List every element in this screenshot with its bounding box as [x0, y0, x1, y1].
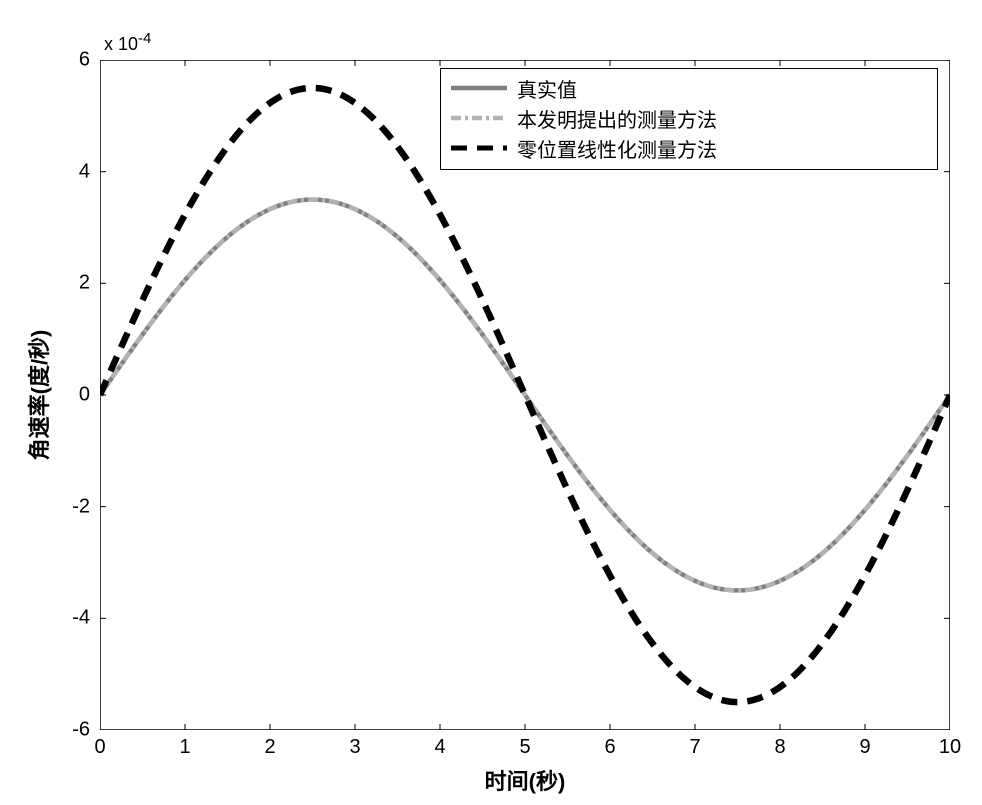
y-tick-label: -6 [72, 719, 90, 742]
y-tick-label: -4 [72, 607, 90, 630]
x-tick-label: 6 [604, 736, 615, 759]
y-tick-label: 0 [79, 384, 90, 407]
y-axis-exponent-base: x 10 [104, 34, 138, 54]
legend-label: 真实值 [517, 74, 577, 103]
y-tick-label: 6 [79, 49, 90, 72]
series-proposed-method [100, 200, 950, 591]
x-axis-label: 时间(秒) [485, 764, 566, 796]
x-tick-label: 3 [349, 736, 360, 759]
y-axis-exponent: x 10-4 [104, 30, 151, 55]
legend-label: 本发明提出的测量方法 [517, 104, 717, 133]
legend-label: 零位置线性化测量方法 [517, 134, 717, 163]
x-tick-label: 9 [859, 736, 870, 759]
legend-item: 零位置线性化测量方法 [449, 133, 929, 163]
x-tick-label: 1 [179, 736, 190, 759]
x-tick-label: 0 [94, 736, 105, 759]
legend-sample [449, 108, 509, 128]
legend-sample [449, 138, 509, 158]
y-tick-label: 2 [79, 272, 90, 295]
legend-sample [449, 78, 509, 98]
y-axis-exponent-sup: -4 [138, 30, 151, 47]
x-tick-label: 4 [434, 736, 445, 759]
x-tick-label: 8 [774, 736, 785, 759]
legend-item: 本发明提出的测量方法 [449, 103, 929, 133]
figure: x 10-4 时间(秒) 角速率(度/秒) 真实值本发明提出的测量方法零位置线性… [0, 0, 982, 805]
legend: 真实值本发明提出的测量方法零位置线性化测量方法 [440, 68, 938, 170]
x-tick-label: 2 [264, 736, 275, 759]
legend-item: 真实值 [449, 73, 929, 103]
x-tick-label: 10 [939, 736, 961, 759]
y-axis-label: 角速率(度/秒) [22, 330, 54, 461]
x-tick-label: 7 [689, 736, 700, 759]
y-tick-label: -2 [72, 495, 90, 518]
x-tick-label: 5 [519, 736, 530, 759]
y-tick-label: 4 [79, 160, 90, 183]
